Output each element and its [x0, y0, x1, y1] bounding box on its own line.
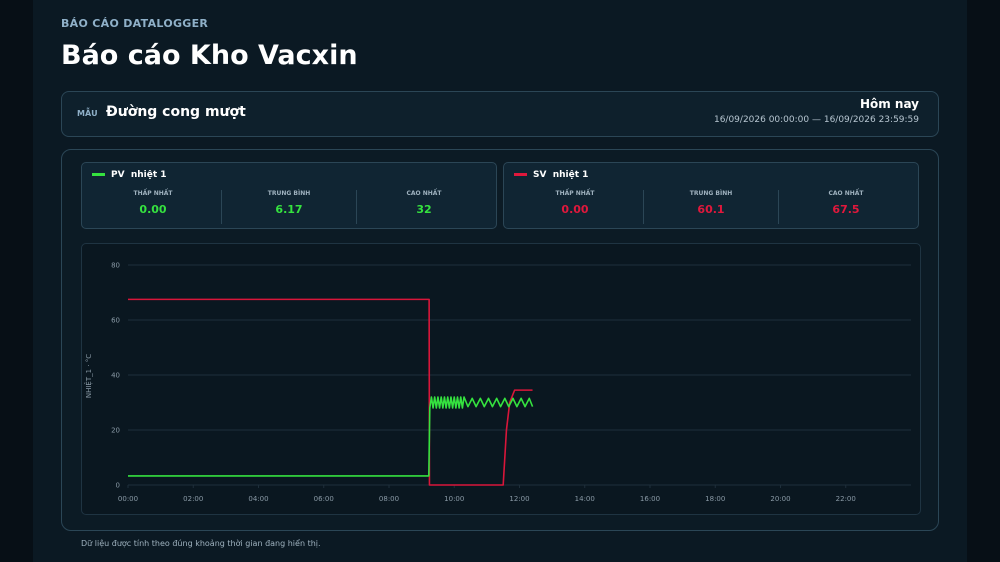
stat-label: TRUNG BÌNH: [689, 190, 733, 197]
y-tick-label: 0: [116, 482, 120, 490]
x-tick-label: 22:00: [836, 495, 856, 503]
report-page: BÁO CÁO DATALOGGER Báo cáo Kho Vacxin MẪ…: [33, 0, 967, 562]
eyebrow: BÁO CÁO DATALOGGER: [61, 17, 209, 30]
series-name: SV nhiệt 1: [533, 170, 589, 180]
x-tick-label: 06:00: [314, 495, 334, 503]
stat-card-header: SV nhiệt 1: [514, 170, 588, 180]
stat-value: 32: [416, 203, 432, 216]
chart: NHIỆT_1 · °C 0 20 40 60 80 00:00 02:00 04:00 06:…: [84, 262, 911, 503]
stat-value: 0.00: [139, 203, 167, 216]
series-line: [128, 298, 533, 486]
y-tick-label: 80: [111, 262, 120, 270]
stat-card: SV nhiệt 1 THẤP NHẤT 0.00 TRUNG BÌNH 60.1 CAO…: [503, 162, 919, 229]
stat-value: 6.17: [275, 203, 303, 216]
footnote: Dữ liệu được tính theo đúng khoảng thời …: [81, 539, 321, 548]
chart-panel: NHIỆT_1 · °C 0 20 40 60 80 00:00 02:00 04:00 06:…: [61, 149, 939, 531]
chart-box: NHIỆT_1 · °C 0 20 40 60 80 00:00 02:00 04:00 06:…: [81, 243, 921, 515]
series-line: [128, 396, 534, 477]
stat-card: PV nhiệt 1 THẤP NHẤT 0.00 TRUNG BÌNH 6.17 CAO…: [81, 162, 497, 229]
x-tick-label: 20:00: [770, 495, 790, 503]
x-tick-label: 04:00: [248, 495, 268, 503]
template-name[interactable]: Đường cong mượt: [106, 104, 246, 120]
x-tick-label: 14:00: [575, 495, 595, 503]
stat-label: THẤP NHẤT: [133, 190, 173, 197]
stat-label: THẤP NHẤT: [555, 190, 595, 197]
series-swatch: [514, 173, 527, 176]
x-tick-label: 12:00: [509, 495, 529, 503]
template-label: MẪU: [77, 109, 98, 118]
stat-cell: CAO NHẤT 32: [356, 190, 491, 224]
stat-cell: THẤP NHẤT 0.00: [86, 190, 220, 224]
period-title[interactable]: Hôm nay: [859, 97, 919, 111]
x-tick-label: 10:00: [444, 495, 464, 503]
series-swatch: [92, 173, 105, 176]
stat-cell: TRUNG BÌNH 60.1: [643, 190, 778, 224]
y-tick-label: 20: [111, 427, 120, 435]
x-tick-label: 00:00: [118, 495, 138, 503]
stat-cell: TRUNG BÌNH 6.17: [221, 190, 356, 224]
y-tick-label: 40: [111, 372, 120, 380]
y-tick-label: 60: [111, 317, 120, 325]
x-tick-label: 02:00: [183, 495, 203, 503]
stat-label: CAO NHẤT: [406, 190, 442, 197]
stat-value: 60.1: [697, 203, 725, 216]
stat-label: TRUNG BÌNH: [267, 190, 311, 197]
stat-label: CAO NHẤT: [828, 190, 864, 197]
template-bar: MẪU Đường cong mượt Hôm nay 16/09/2026 0…: [61, 91, 939, 137]
x-tick-label: 08:00: [379, 495, 399, 503]
stat-value: 67.5: [832, 203, 860, 216]
stat-card-header: PV nhiệt 1: [92, 170, 167, 180]
stat-value: 0.00: [561, 203, 589, 216]
period-range: 16/09/2026 00:00:00 — 16/09/2026 23:59:5…: [713, 115, 919, 125]
x-tick-label: 16:00: [640, 495, 660, 503]
stat-cell: THẤP NHẤT 0.00: [508, 190, 642, 224]
page-title: Báo cáo Kho Vacxin: [61, 40, 358, 71]
series-name: PV nhiệt 1: [111, 170, 167, 180]
y-axis-label: NHIỆT_1 · °C: [84, 354, 93, 398]
x-tick-label: 18:00: [705, 495, 725, 503]
stat-cell: CAO NHẤT 67.5: [778, 190, 913, 224]
